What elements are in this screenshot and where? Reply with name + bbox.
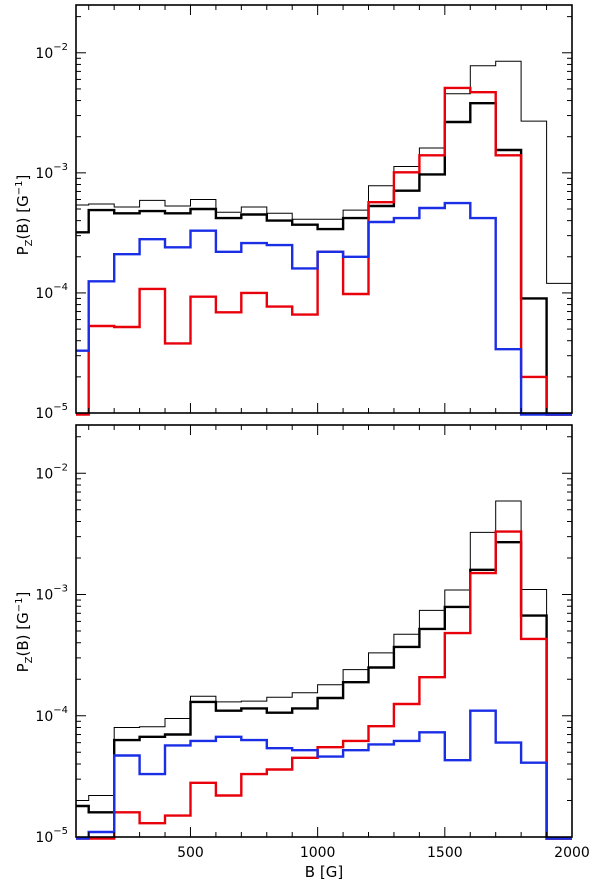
y-tick-label: 10−5 bbox=[35, 402, 68, 422]
ylabel-main: P bbox=[14, 246, 32, 255]
bottom-histogram-panel: 10−5 10−4 10−3 10−2 500 1000 1500 2000 PZ(B) [… bbox=[14, 424, 590, 881]
ylabel-end: ] bbox=[14, 175, 32, 181]
series-total-thin-line bbox=[76, 60, 572, 284]
top-y-axis-label: PZ(B) [G−1] bbox=[14, 175, 35, 256]
series-blue-line bbox=[76, 709, 572, 840]
ylabel-sub: Z bbox=[24, 656, 35, 663]
y-tick-label: 10−5 bbox=[35, 826, 68, 846]
y-tick-label: 10−4 bbox=[35, 705, 68, 725]
ylabel-sub: Z bbox=[24, 239, 35, 246]
ylabel-sup: −1 bbox=[14, 597, 25, 612]
ylabel-mid: (B) [G bbox=[14, 195, 32, 239]
series-total-thin-line bbox=[76, 500, 572, 839]
ylabel-end: ] bbox=[14, 592, 32, 598]
top-series-layer bbox=[76, 60, 572, 416]
ylabel-main: P bbox=[14, 663, 32, 672]
y-tick-label: 10−3 bbox=[35, 162, 68, 182]
ylabel-sup: −1 bbox=[14, 180, 25, 195]
x-tick-label: 500 bbox=[177, 845, 204, 861]
y-tick-label: 10−2 bbox=[35, 42, 68, 62]
series-red-line bbox=[76, 530, 572, 840]
series-red-line bbox=[76, 86, 572, 416]
series-blue-line bbox=[76, 201, 572, 416]
ylabel-mid: (B) [G bbox=[14, 612, 32, 656]
x-tick-label: 2000 bbox=[554, 845, 590, 861]
x-tick-label: 1000 bbox=[300, 845, 336, 861]
bottom-y-tick-labels: 10−5 10−4 10−3 10−2 bbox=[35, 462, 68, 846]
top-histogram-panel: 10−5 10−4 10−3 10−2 PZ(B) [G−1] bbox=[14, 4, 573, 422]
series-total-thick-line bbox=[76, 541, 572, 840]
y-tick-label: 10−2 bbox=[35, 462, 68, 482]
top-y-tick-labels: 10−5 10−4 10−3 10−2 bbox=[35, 42, 68, 422]
bottom-x-axis-label: B [G] bbox=[305, 863, 343, 881]
series-total-thick-line bbox=[76, 102, 572, 416]
y-tick-label: 10−4 bbox=[35, 282, 68, 302]
bottom-series-layer bbox=[76, 500, 572, 840]
bottom-x-tick-labels: 500 1000 1500 2000 bbox=[177, 845, 590, 861]
bottom-y-axis-label: PZ(B) [G−1] bbox=[14, 592, 35, 673]
x-tick-label: 1500 bbox=[427, 845, 463, 861]
bottom-plot-frame bbox=[75, 424, 573, 838]
y-tick-label: 10−3 bbox=[35, 584, 68, 604]
top-plot-frame bbox=[75, 4, 573, 414]
